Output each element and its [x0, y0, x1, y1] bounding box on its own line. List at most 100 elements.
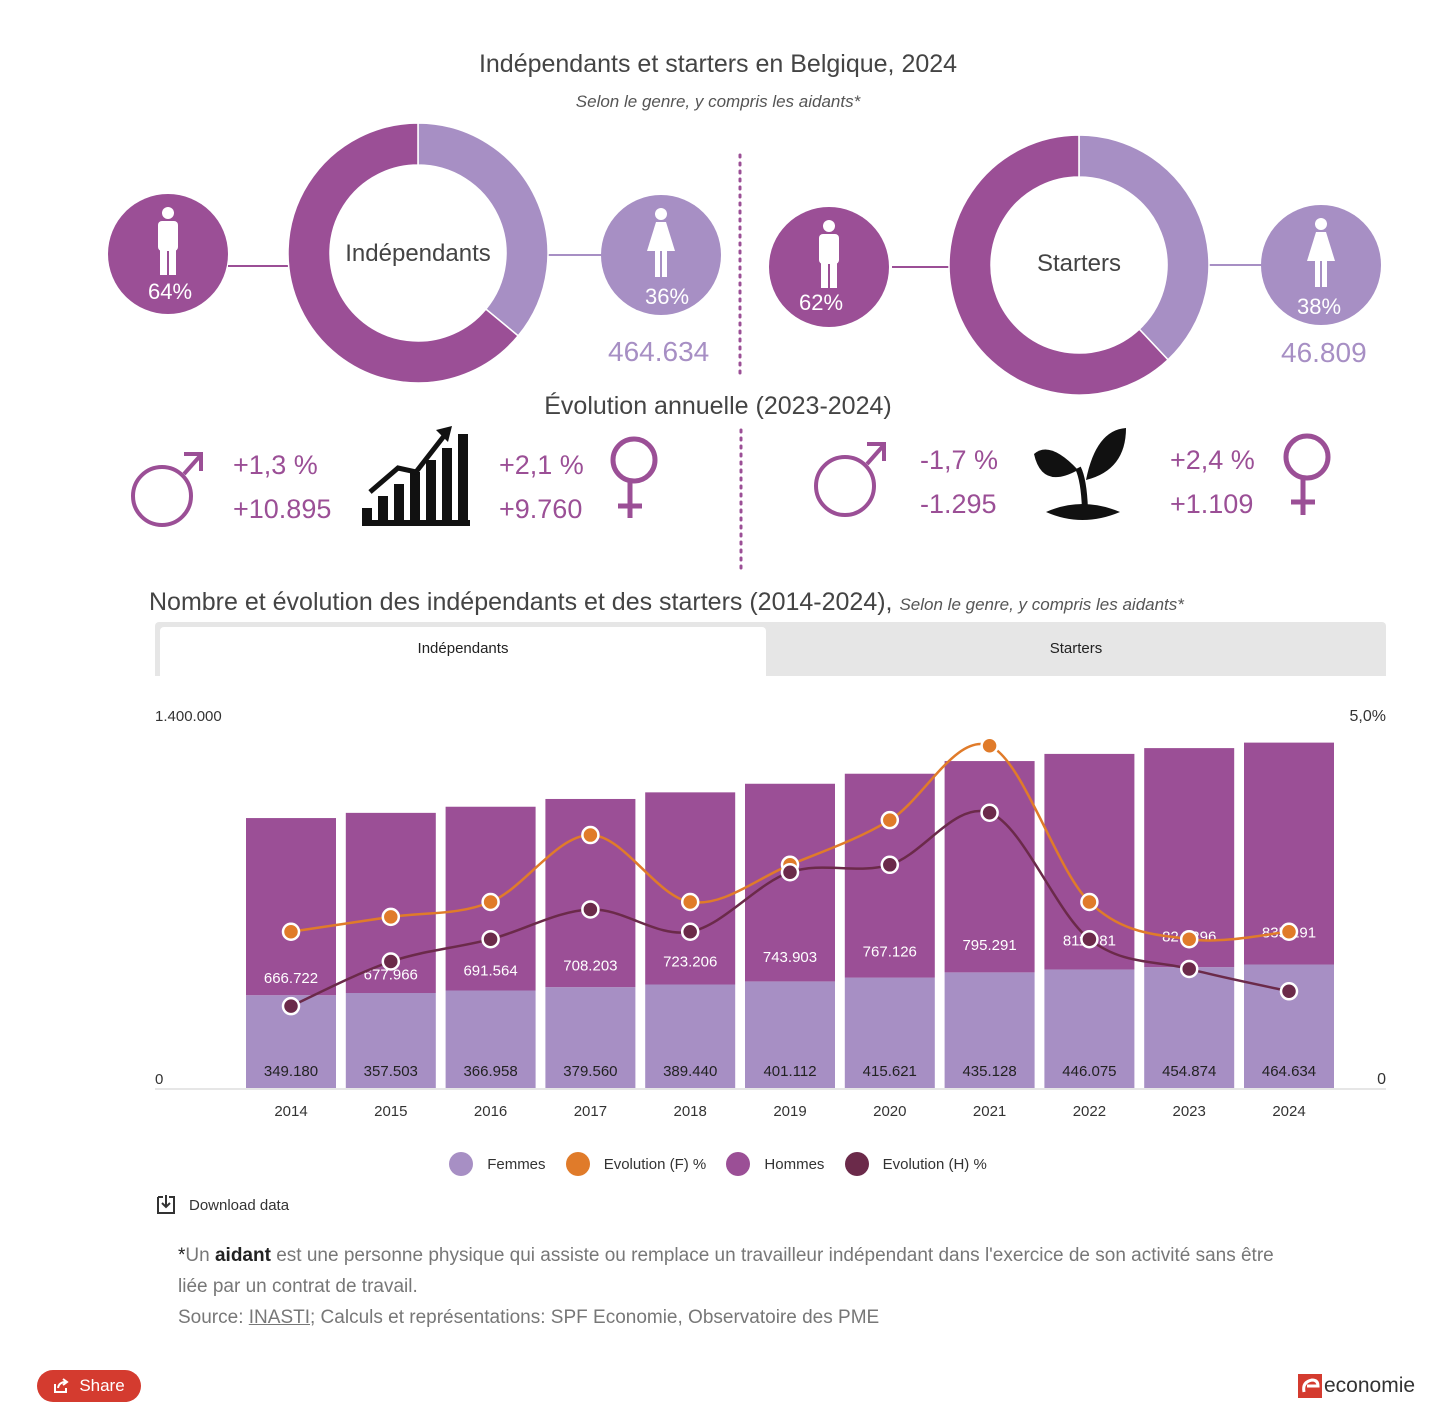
data-label-hommes: 691.564 — [463, 962, 517, 979]
point-evolution-f — [481, 892, 500, 912]
chart-legend: Femmes Evolution (F) % Hommes Evolution … — [0, 1152, 1436, 1180]
data-label-femmes: 357.503 — [364, 1063, 418, 1080]
source-label: Source: — [178, 1307, 249, 1328]
total-start: 46.809 — [1281, 337, 1367, 368]
y-right-tick-label: 0 — [1377, 1071, 1386, 1088]
bar-hommes — [246, 818, 336, 996]
point-evolution-f — [1080, 892, 1099, 912]
data-label-femmes: 379.560 — [563, 1063, 617, 1080]
female-symbol-icon — [610, 436, 658, 518]
donut-slice-women — [417, 122, 549, 337]
bar-femmes — [745, 981, 835, 1088]
chart-subtitle: Selon le genre, y compris les aidants* — [575, 92, 861, 111]
x-tick-label: 2016 — [474, 1103, 507, 1120]
line-evolution-f — [290, 742, 1290, 942]
women-circle-start — [1261, 205, 1381, 325]
point-evolution-h — [481, 929, 500, 949]
men-pct-start: 62% — [798, 290, 844, 315]
data-label-femmes: 389.440 — [663, 1063, 717, 1080]
women-circle-indep — [601, 195, 721, 315]
source-link[interactable]: INASTI — [248, 1307, 310, 1328]
legend-swatch — [726, 1152, 751, 1176]
footnote-text: est une personne physique qui assiste ou… — [178, 1245, 1274, 1297]
point-evolution-h — [980, 803, 999, 822]
donut-starters — [948, 134, 1210, 396]
point-evolution-f — [381, 907, 401, 927]
tab-independants[interactable]: Indépendants — [160, 627, 766, 676]
evo-start-women-pct: +2,4 % — [1170, 445, 1255, 475]
x-tick-label: 2024 — [1272, 1103, 1305, 1120]
source-rest: ; Calculs et représentations: SPF Econom… — [310, 1307, 880, 1328]
data-label-femmes: 415.621 — [863, 1063, 917, 1080]
bar-hommes — [645, 792, 736, 985]
donut-infographic — [108, 122, 1381, 396]
evo-start-women-abs: +1.109 — [1170, 489, 1254, 519]
legend-item-hommes[interactable]: Hommes — [726, 1152, 824, 1176]
brand-name: economie — [1324, 1374, 1416, 1397]
men-circle-start — [769, 207, 889, 327]
x-tick-label: 2017 — [574, 1103, 607, 1120]
tab-starters[interactable]: Starters — [1049, 640, 1103, 657]
donut-label-starters: Starters — [1036, 250, 1122, 277]
point-evolution-h — [581, 900, 600, 919]
evo-indep-women-abs: +9.760 — [499, 494, 583, 524]
point-evolution-h — [680, 922, 700, 942]
legend-item-evolution-h[interactable]: Evolution (H) % — [844, 1152, 987, 1176]
share-label: Share — [79, 1376, 125, 1395]
total-indep: 464.634 — [608, 336, 710, 367]
bar-femmes — [844, 977, 935, 1088]
male-symbol-icon — [131, 452, 203, 527]
bar-femmes — [944, 972, 1035, 1088]
bar-femmes — [445, 990, 536, 1088]
footnote-term: aidant — [214, 1245, 271, 1266]
footnote: *Un aidant est une personne physique qui… — [178, 1240, 1298, 1333]
point-evolution-h — [1179, 959, 1199, 979]
evo-start-men-abs: -1.295 — [920, 489, 997, 519]
point-evolution-f — [581, 825, 600, 845]
data-label-femmes: 454.874 — [1162, 1063, 1216, 1080]
bar-femmes — [1044, 969, 1135, 1088]
legend-item-femmes[interactable]: Femmes — [449, 1152, 546, 1176]
x-tick-label: 2023 — [1173, 1103, 1206, 1120]
data-label-hommes: 677.966 — [364, 967, 418, 984]
point-evolution-h — [1279, 982, 1299, 1001]
data-label-femmes: 349.180 — [264, 1063, 318, 1080]
data-label-femmes: 446.075 — [1062, 1063, 1116, 1080]
evo-indep-men-abs: +10.895 — [233, 494, 332, 524]
point-evolution-h — [381, 952, 401, 971]
y-left-tick-label: 1.400.000 — [155, 708, 222, 725]
evo-indep-men-pct: +1,3 % — [233, 450, 318, 480]
y-left-tick-label: 0 — [155, 1071, 163, 1088]
data-label-hommes: 767.126 — [863, 944, 917, 961]
data-label-femmes: 464.634 — [1262, 1063, 1316, 1080]
bar-hommes — [844, 773, 935, 978]
tab-bar: Indépendants Starters — [155, 622, 1386, 676]
bar-femmes — [345, 993, 436, 1088]
data-label-hommes: 666.722 — [264, 970, 318, 987]
donut-slice-women — [1078, 134, 1210, 361]
bar-femmes — [645, 984, 736, 1088]
women-pct-indep: 36% — [644, 284, 690, 309]
point-evolution-f — [281, 922, 301, 942]
legend-label: Evolution (H) % — [882, 1155, 987, 1173]
male-symbol-icon — [814, 442, 886, 517]
evolution-icons — [131, 426, 1331, 572]
section-subtitle: Selon le genre, y compris les aidants* — [899, 595, 1184, 614]
section-title: Nombre et évolution des indépendants et … — [149, 588, 1184, 617]
donut-slice-men — [287, 122, 520, 384]
evolution-title: Évolution annuelle (2023-2024) — [544, 392, 892, 420]
stacked-bar-chart: 0 1.400.000 0 5,0% 349.180 666.722 2014 357.503… — [155, 708, 1386, 1120]
legend-item-evolution-f[interactable]: Evolution (F) % — [565, 1152, 706, 1176]
point-evolution-f — [880, 810, 900, 830]
female-symbol-icon — [1283, 433, 1331, 515]
share-button[interactable]: Share — [37, 1370, 141, 1402]
download-data-button[interactable]: Download data — [155, 1194, 289, 1216]
footnote-pre: Un — [185, 1245, 215, 1266]
growth-chart-icon — [362, 426, 470, 526]
share-icon — [54, 1378, 69, 1393]
legend-swatch — [844, 1152, 869, 1176]
point-evolution-f — [980, 736, 999, 756]
point-evolution-h — [780, 862, 800, 882]
evo-start-men-pct: -1,7 % — [920, 445, 999, 475]
point-evolution-h — [880, 855, 900, 875]
